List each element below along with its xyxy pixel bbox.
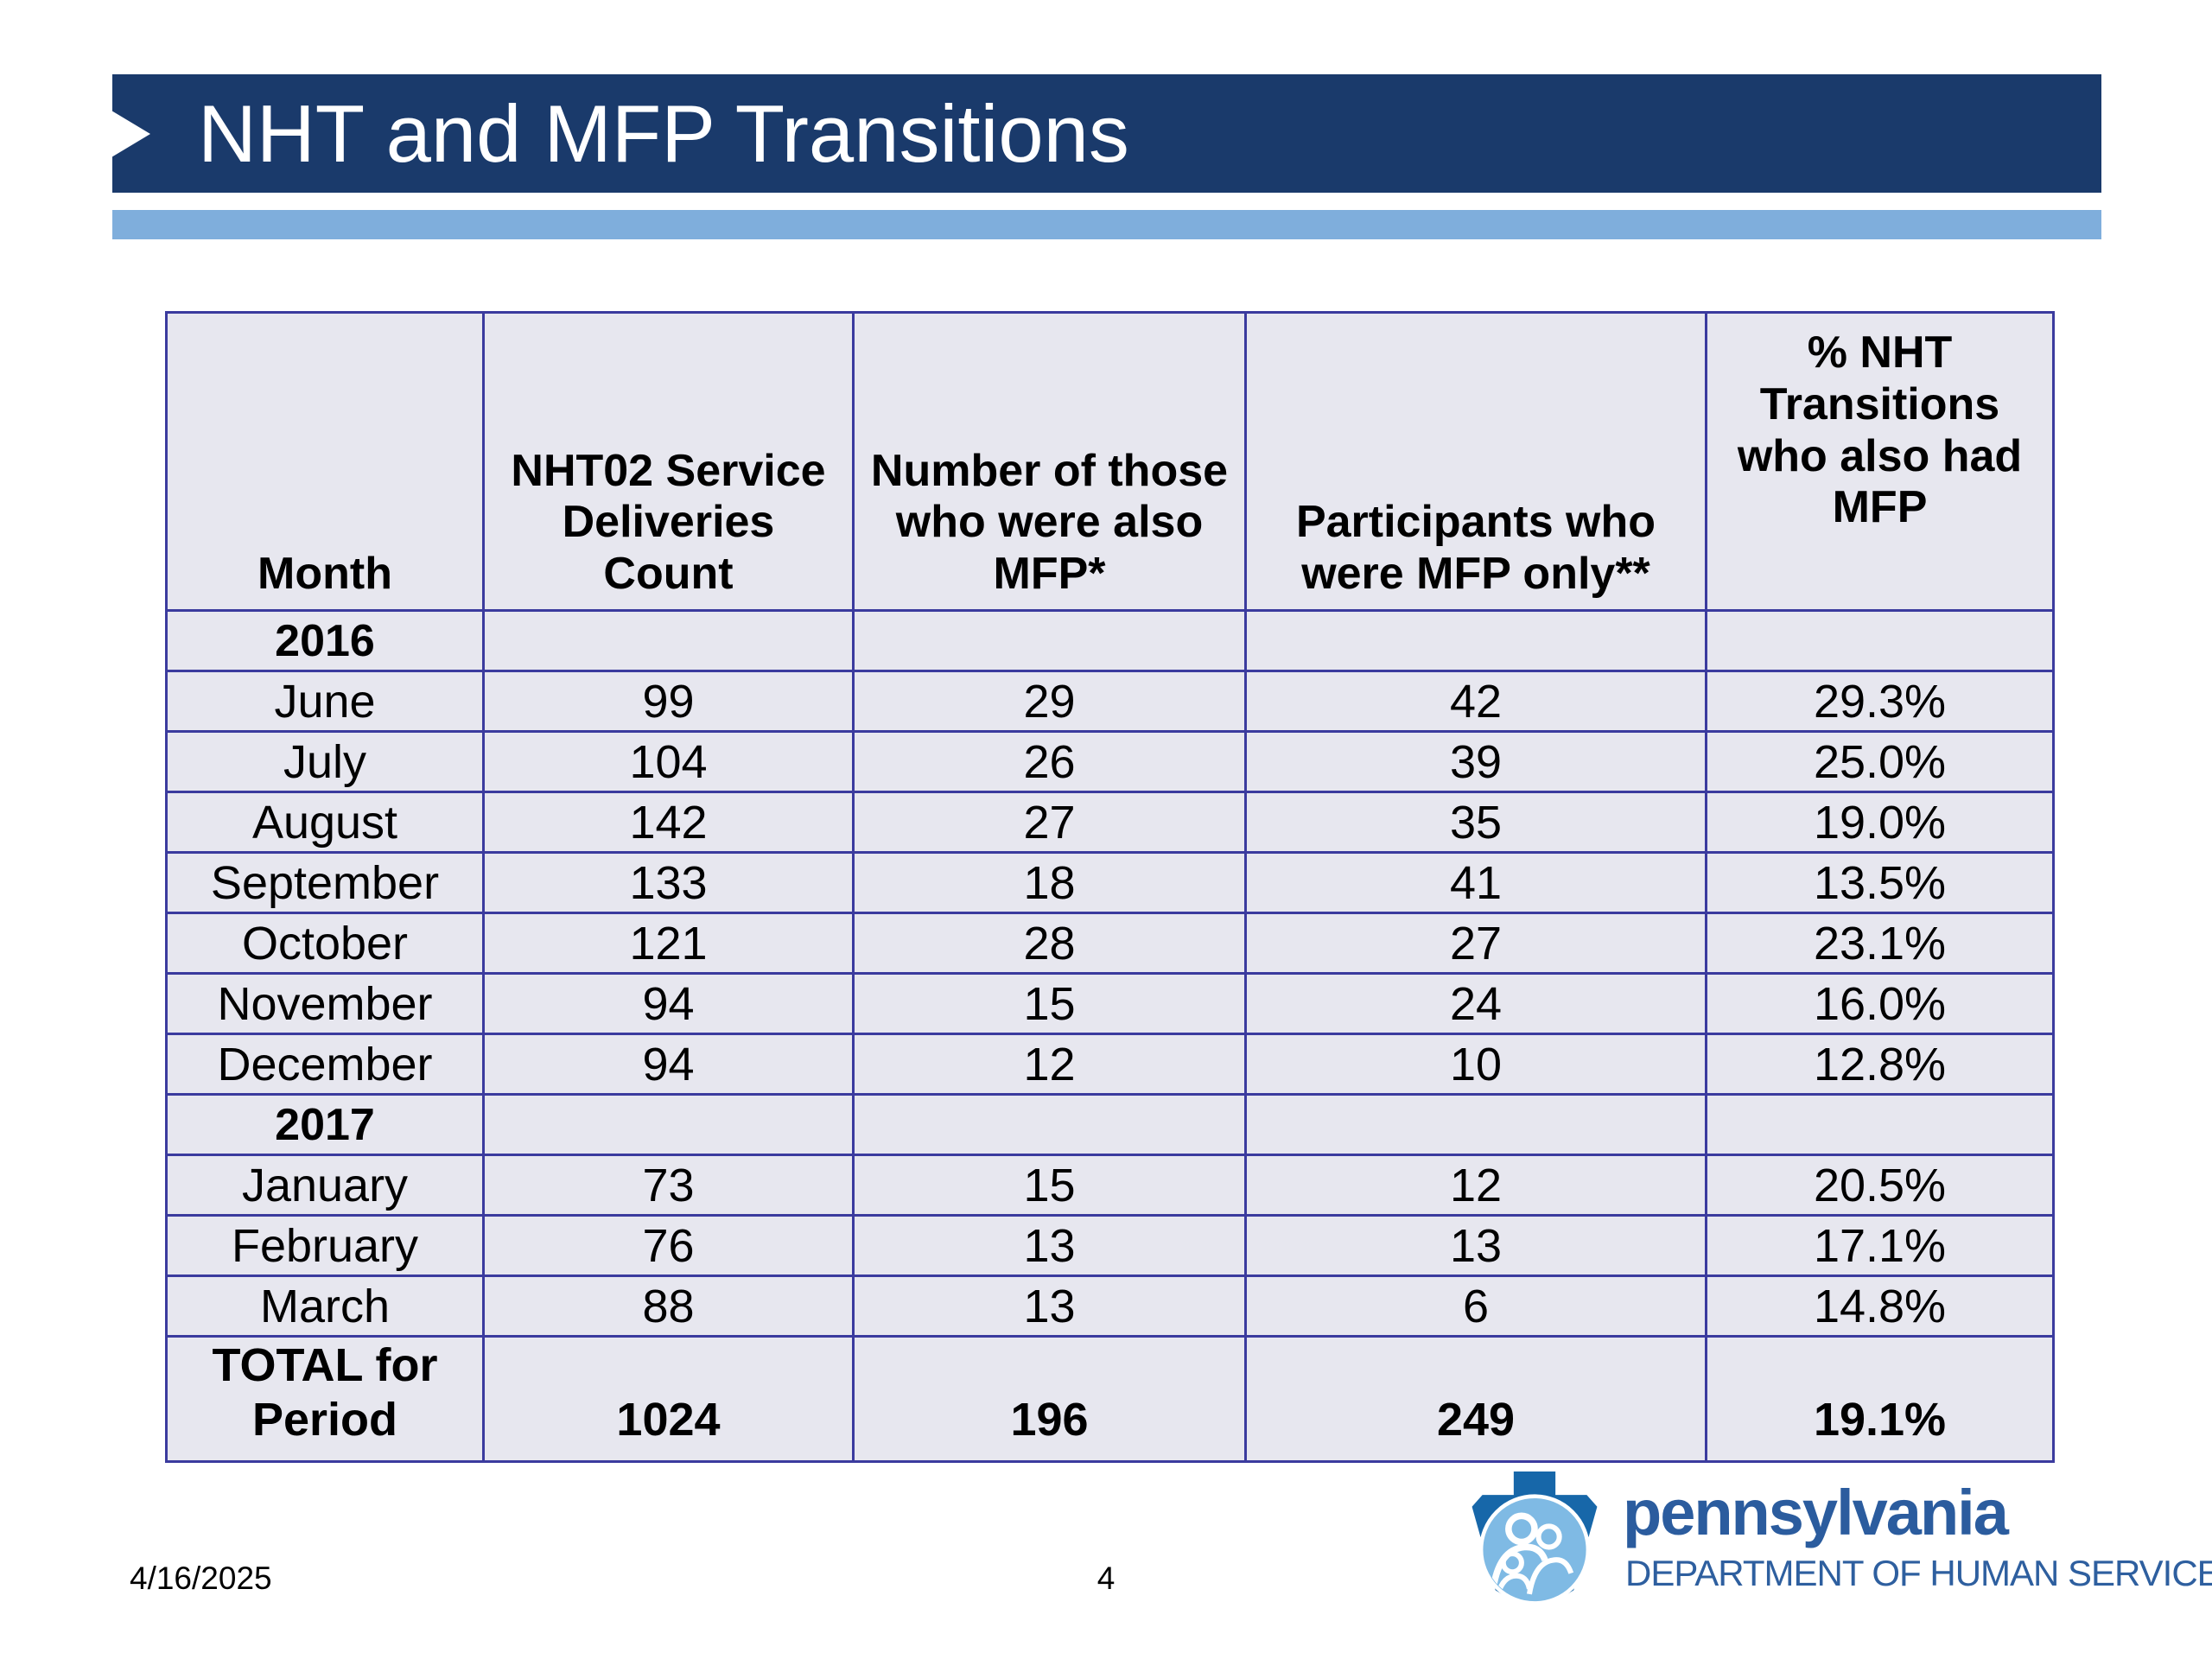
- month-cell: October: [165, 912, 485, 975]
- value-cell: 24: [1244, 972, 1707, 1035]
- table-header: Month NHT02 Service Deliveries Count Numbe…: [165, 311, 2055, 612]
- table-row: 2016: [165, 609, 2055, 672]
- table-body: 2016 June 99 29 42 29.3% July 104 26 39 25.0% Augus…: [165, 609, 2055, 1463]
- month-cell: January: [165, 1154, 485, 1217]
- title-banner: NHT and MFP Transitions: [111, 74, 2101, 193]
- value-cell: [852, 609, 1247, 672]
- month-cell: 2016: [165, 609, 485, 672]
- value-cell: [482, 609, 855, 672]
- table-row: September 133 18 41 13.5%: [165, 851, 2055, 914]
- accent-stripe: [112, 210, 2101, 239]
- value-cell: 29: [852, 670, 1247, 733]
- month-cell: March: [165, 1274, 485, 1338]
- value-cell: 27: [852, 791, 1247, 854]
- value-cell: 14.8%: [1705, 1274, 2055, 1338]
- value-cell: 17.1%: [1705, 1214, 2055, 1277]
- value-cell: 13.5%: [1705, 851, 2055, 914]
- table-row: February 76 13 13 17.1%: [165, 1214, 2055, 1277]
- value-cell: 20.5%: [1705, 1154, 2055, 1217]
- value-cell: 15: [852, 1154, 1247, 1217]
- value-cell: 13: [1244, 1214, 1707, 1277]
- value-cell: [852, 1093, 1247, 1156]
- footer-date: 4/16/2025: [130, 1560, 272, 1596]
- value-cell: 121: [482, 912, 855, 975]
- value-cell: [1244, 609, 1707, 672]
- footer-page-number: 4: [1096, 1560, 1116, 1596]
- month-cell: November: [165, 972, 485, 1035]
- transitions-table: Month NHT02 Service Deliveries Count Numbe…: [165, 311, 2055, 1463]
- header-row: Month NHT02 Service Deliveries Count Numbe…: [165, 311, 2055, 612]
- value-cell: 13: [852, 1214, 1247, 1277]
- column-header: Participants who were MFP only**: [1244, 311, 1707, 612]
- value-cell: [1705, 1093, 2055, 1156]
- month-cell: 2017: [165, 1093, 485, 1156]
- table-row: December 94 12 10 12.8%: [165, 1033, 2055, 1096]
- table-row: November 94 15 24 16.0%: [165, 972, 2055, 1035]
- month-cell: September: [165, 851, 485, 914]
- month-cell: December: [165, 1033, 485, 1096]
- value-cell: 76: [482, 1214, 855, 1277]
- value-cell: 15: [852, 972, 1247, 1035]
- value-cell: 94: [482, 1033, 855, 1096]
- column-header: NHT02 Service Deliveries Count: [482, 311, 855, 612]
- value-cell: 41: [1244, 851, 1707, 914]
- value-cell: 12.8%: [1705, 1033, 2055, 1096]
- keystone-family-icon: [1471, 1471, 1598, 1605]
- value-cell: [1705, 609, 2055, 672]
- value-cell: 99: [482, 670, 855, 733]
- pa-dhs-logo: pennsylvania DEPARTMENT OF HUMAN SERVICE…: [1453, 1469, 2212, 1624]
- column-header: Month: [165, 311, 485, 612]
- value-cell: 88: [482, 1274, 855, 1338]
- value-cell: 18: [852, 851, 1247, 914]
- table-row: March 88 13 6 14.8%: [165, 1274, 2055, 1338]
- month-cell: TOTAL for Period: [165, 1335, 485, 1463]
- value-cell: 35: [1244, 791, 1707, 854]
- value-cell: 12: [852, 1033, 1247, 1096]
- value-cell: 23.1%: [1705, 912, 2055, 975]
- table-row: January 73 15 12 20.5%: [165, 1154, 2055, 1217]
- slide-title: NHT and MFP Transitions: [198, 87, 1129, 179]
- value-cell: 16.0%: [1705, 972, 2055, 1035]
- value-cell: 26: [852, 730, 1247, 793]
- table-row: June 99 29 42 29.3%: [165, 670, 2055, 733]
- value-cell: 133: [482, 851, 855, 914]
- value-cell: 25.0%: [1705, 730, 2055, 793]
- value-cell: 42: [1244, 670, 1707, 733]
- value-cell: 196: [852, 1335, 1247, 1463]
- value-cell: 104: [482, 730, 855, 793]
- value-cell: 28: [852, 912, 1247, 975]
- month-cell: June: [165, 670, 485, 733]
- month-cell: July: [165, 730, 485, 793]
- value-cell: 29.3%: [1705, 670, 2055, 733]
- value-cell: 1024: [482, 1335, 855, 1463]
- value-cell: 94: [482, 972, 855, 1035]
- value-cell: [482, 1093, 855, 1156]
- value-cell: 6: [1244, 1274, 1707, 1338]
- table-row: 2017: [165, 1093, 2055, 1156]
- value-cell: 12: [1244, 1154, 1707, 1217]
- table-row: October 121 28 27 23.1%: [165, 912, 2055, 975]
- table-row: July 104 26 39 25.0%: [165, 730, 2055, 793]
- value-cell: [1244, 1093, 1707, 1156]
- month-cell: February: [165, 1214, 485, 1277]
- logo-brand-text: pennsylvania: [1623, 1477, 2009, 1548]
- column-header: % NHT Transitions who also had MFP: [1705, 311, 2055, 612]
- value-cell: 10: [1244, 1033, 1707, 1096]
- table-row: TOTAL for Period 1024 196 249 19.1%: [165, 1335, 2055, 1463]
- value-cell: 73: [482, 1154, 855, 1217]
- value-cell: 19.1%: [1705, 1335, 2055, 1463]
- value-cell: 19.0%: [1705, 791, 2055, 854]
- value-cell: 27: [1244, 912, 1707, 975]
- column-header: Number of those who were also MFP*: [852, 311, 1247, 612]
- month-cell: August: [165, 791, 485, 854]
- value-cell: 13: [852, 1274, 1247, 1338]
- logo-department-text: DEPARTMENT OF HUMAN SERVICES: [1625, 1553, 2212, 1593]
- table-row: August 142 27 35 19.0%: [165, 791, 2055, 854]
- value-cell: 39: [1244, 730, 1707, 793]
- value-cell: 142: [482, 791, 855, 854]
- value-cell: 249: [1244, 1335, 1707, 1463]
